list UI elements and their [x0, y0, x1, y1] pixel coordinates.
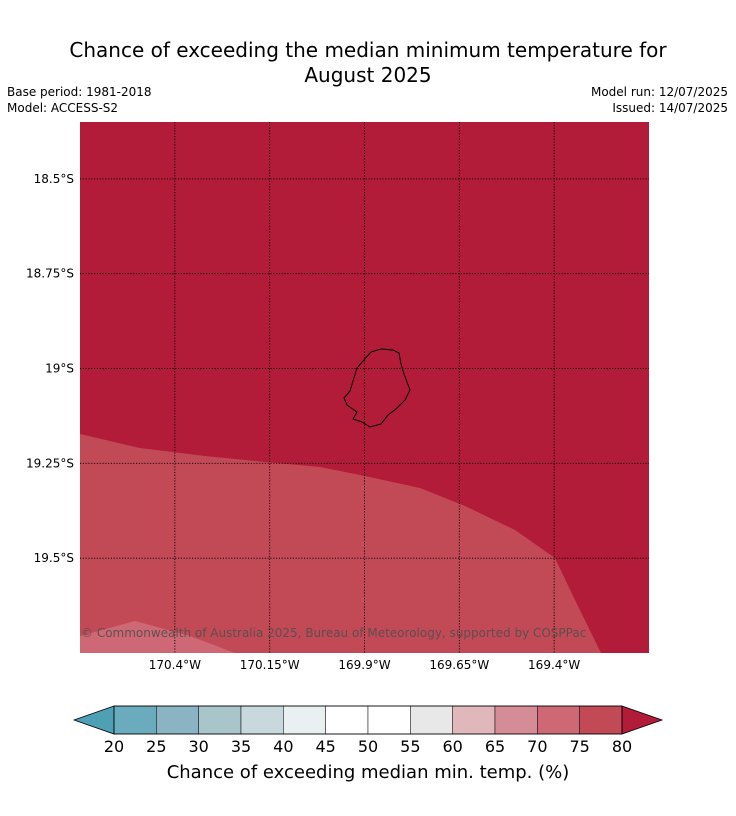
- colorbar-tick-label: 25: [146, 737, 166, 756]
- colorbar-extend-low: [72, 705, 115, 735]
- colorbar-swatch: [198, 705, 242, 735]
- niue-coastline: [343, 348, 411, 428]
- colorbar-tick-label: 55: [400, 737, 420, 756]
- colorbar-extend-high: [621, 705, 664, 735]
- base-period-text: Base period: 1981-2018: [7, 85, 152, 99]
- colorbar-swatch: [240, 705, 284, 735]
- lon-tick-label: 170.4°W: [149, 658, 201, 672]
- lat-tick-label: 19.5°S: [34, 551, 74, 565]
- colorbar-tick-label: 40: [273, 737, 293, 756]
- issued-text: Issued: 14/07/2025: [612, 101, 728, 115]
- meta-right: Model run: 12/07/2025 Issued: 14/07/2025: [591, 84, 728, 116]
- map-band-70-75: [80, 434, 601, 653]
- model-run-text: Model run: 12/07/2025: [590, 85, 728, 99]
- colorbar: 20 25 30 35 40 45 50 55 60 65 70 75 80 Chance of exc…: [72, 705, 664, 783]
- colorbar-swatch: [579, 705, 623, 735]
- map-panel: © Commonwealth of Australia 2025, Bureau…: [26, 122, 649, 672]
- colorbar-tick-label: 45: [315, 737, 335, 756]
- colorbar-swatch: [156, 705, 199, 735]
- colorbar-tick-label: 65: [485, 737, 505, 756]
- colorbar-tick-label: 70: [527, 737, 547, 756]
- colorbar-swatch: [113, 705, 157, 735]
- colorbar-tick-label: 80: [612, 737, 632, 756]
- colorbar-tick-label: 30: [188, 737, 208, 756]
- lat-tick-labels: 18.5°S 18.75°S 19°S 19.25°S 19.5°S: [26, 172, 74, 565]
- colorbar-swatch: [494, 705, 538, 735]
- colorbar-labels: 20 25 30 35 40 45 50 55 60 65 70 75 80: [104, 737, 632, 756]
- meta-left: Base period: 1981-2018 Model: ACCESS-S2: [7, 84, 152, 116]
- lon-tick-label: 170.15°W: [240, 658, 300, 672]
- colorbar-outline: [113, 705, 623, 735]
- lat-tick-label: 19.25°S: [26, 456, 74, 470]
- colorbar-tick-label: 20: [104, 737, 124, 756]
- lat-tick-label: 19°S: [45, 362, 74, 376]
- gridlines: [80, 122, 649, 653]
- lon-tick-label: 169.65°W: [429, 658, 489, 672]
- colorbar-swatch: [452, 705, 496, 735]
- colorbar-swatch: [325, 705, 369, 735]
- colorbar-swatches: [72, 705, 664, 735]
- model-text: Model: ACCESS-S2: [7, 101, 119, 115]
- map-band-65-70: [80, 621, 235, 653]
- title-line-1: Chance of exceeding the median minimum t…: [69, 38, 667, 62]
- colorbar-swatch: [410, 705, 453, 735]
- colorbar-tick-label: 60: [442, 737, 462, 756]
- lon-tick-labels: 170.4°W 170.15°W 169.9°W 169.65°W 169.4°W: [149, 658, 581, 672]
- chart-title: Chance of exceeding the median minimum t…: [0, 38, 736, 88]
- colorbar-tick-label: 50: [358, 737, 378, 756]
- colorbar-swatch: [537, 705, 580, 735]
- lat-tick-label: 18.75°S: [26, 267, 74, 281]
- credit-text: © Commonwealth of Australia 2025, Bureau…: [81, 626, 586, 640]
- lat-tick-label: 18.5°S: [34, 172, 74, 186]
- lon-tick-label: 169.4°W: [528, 658, 580, 672]
- colorbar-title: Chance of exceeding median min. temp. (%…: [167, 762, 570, 783]
- colorbar-tick-label: 75: [569, 737, 589, 756]
- title-line-2: August 2025: [304, 63, 432, 87]
- colorbar-swatch: [367, 705, 411, 735]
- colorbar-swatch: [283, 705, 326, 735]
- lon-tick-label: 169.9°W: [338, 658, 390, 672]
- colorbar-tick-label: 35: [231, 737, 251, 756]
